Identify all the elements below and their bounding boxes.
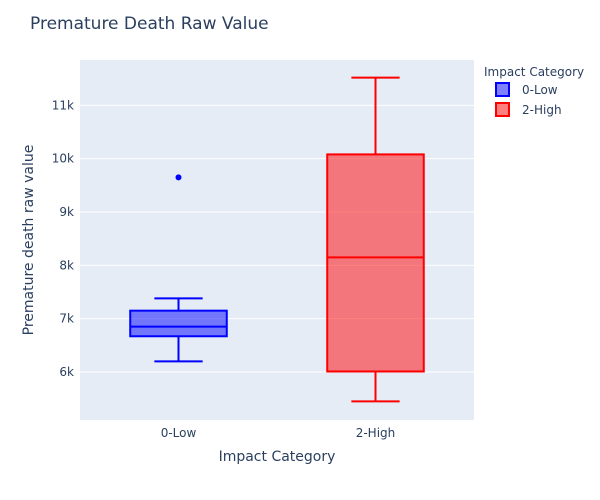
x-axis-ticks: 0-Low 2-High [161, 426, 396, 440]
x-axis-title: Impact Category [219, 449, 336, 465]
legend-item-label: 2-High [522, 103, 562, 117]
y-tick-label: 8k [59, 258, 74, 272]
legend: Impact Category 0-Low 2-High [484, 65, 584, 117]
y-tick-label: 6k [59, 365, 74, 379]
box-trace-2-High [326, 76, 425, 403]
y-tick-label: 10k [52, 152, 74, 166]
iqr-box [326, 153, 425, 373]
y-tick-label: 9k [59, 205, 74, 219]
legend-item-label: 0-Low [522, 83, 558, 97]
legend-swatch [495, 102, 510, 117]
box-traces [129, 76, 425, 403]
chart-title: Premature Death Raw Value [30, 14, 269, 34]
box-trace-0-Low [129, 174, 228, 363]
x-tick-label: 0-Low [161, 426, 197, 440]
y-axis-title: Premature death raw value [21, 145, 37, 336]
y-tick-label: 7k [59, 312, 74, 326]
legend-swatch [495, 82, 510, 97]
x-tick-label: 2-High [356, 426, 396, 440]
iqr-box [129, 309, 228, 338]
legend-title: Impact Category [484, 65, 584, 79]
y-tick-label: 11k [52, 98, 74, 112]
outlier-point [175, 174, 182, 181]
y-axis-ticks: 6k 7k 8k 9k 10k 11k [52, 98, 74, 379]
